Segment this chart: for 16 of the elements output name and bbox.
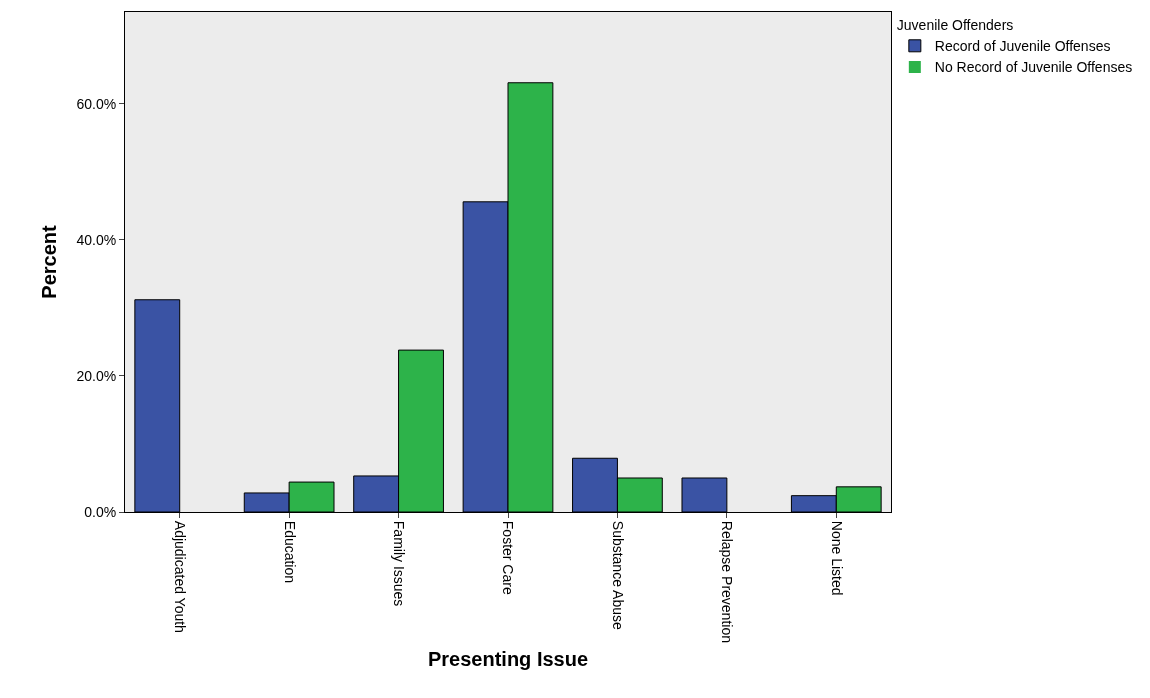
x-tick-label: None Listed <box>828 520 845 596</box>
y-axis-title: Percent <box>38 224 60 299</box>
legend-label: Record of Juvenile Offenses <box>934 38 1111 55</box>
y-tick-label: 20.0% <box>76 367 117 384</box>
legend-label: No Record of Juvenile Offenses <box>934 59 1133 76</box>
x-tick-label: Substance Abuse <box>609 520 626 630</box>
x-tick-label: Foster Care <box>500 520 517 595</box>
x-axis-title: Presenting Issue <box>427 648 589 671</box>
x-tick-label: Adjudicated Youth <box>172 520 189 633</box>
legend-title: Juvenile Offenders <box>896 17 1014 34</box>
y-tick-label: 40.0% <box>76 231 117 248</box>
y-tick-label: 60.0% <box>76 95 117 112</box>
x-tick-label: Relapse Prevention <box>719 520 736 643</box>
x-tick-label: Education <box>281 520 298 584</box>
y-tick-label: 0.0% <box>84 503 117 520</box>
x-tick-label: Family Issues <box>391 520 408 607</box>
